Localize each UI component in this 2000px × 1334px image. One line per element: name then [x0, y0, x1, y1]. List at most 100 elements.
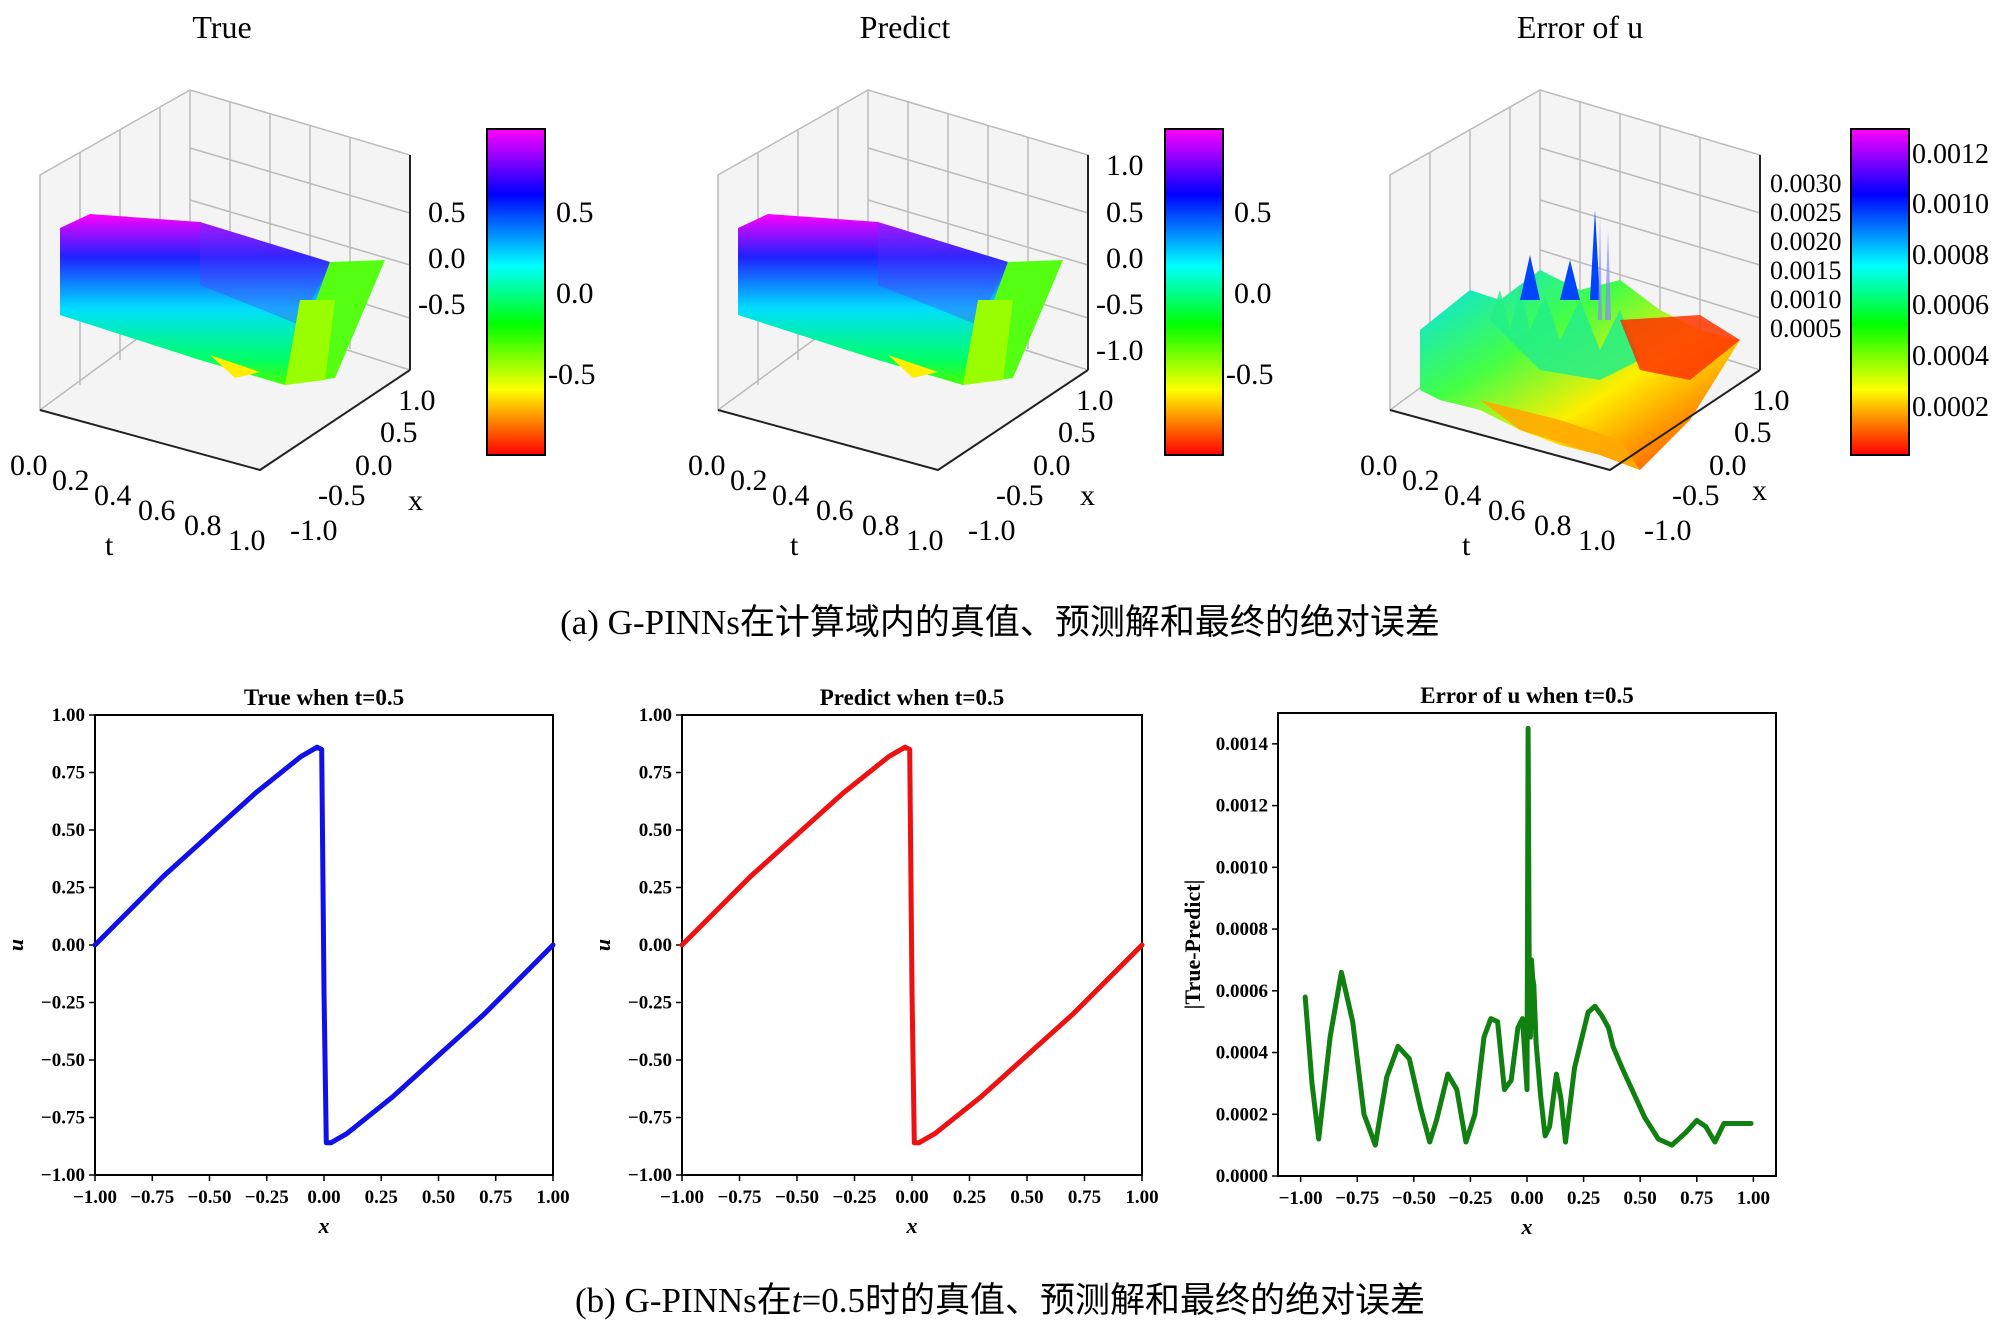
x-tick: -0.5 [1672, 479, 1720, 512]
z-tick: 0.0005 [1770, 314, 1842, 343]
z-tick: -0.5 [418, 288, 466, 321]
surface-mesh [738, 214, 1063, 385]
surface-mesh [60, 214, 385, 385]
t-tick: 0.4 [772, 479, 810, 512]
x-axis: 1.0 0.5 0.0 -0.5 -1.0 x [1644, 384, 1790, 547]
x-tick-label: 0.75 [1068, 1187, 1101, 1208]
x-tick-label: 0.50 [1010, 1187, 1043, 1208]
x-tick-label: −0.75 [130, 1187, 174, 1208]
y-tick-label: 0.0006 [1216, 981, 1268, 1002]
y-tick-label: −0.75 [41, 1108, 85, 1129]
y-tick-label: 0.0014 [1216, 734, 1269, 755]
x-tick-label: 0.25 [953, 1187, 986, 1208]
y-tick-label: 0.0008 [1216, 919, 1268, 940]
x-axis-label: x [1752, 474, 1767, 507]
t-tick: 0.8 [184, 509, 222, 542]
x-axis-label: x [1080, 479, 1095, 512]
x-tick: 0.5 [1058, 416, 1096, 449]
y-axis-label: |True-Predict| [1180, 880, 1205, 1010]
z-tick: 0.0015 [1770, 256, 1842, 285]
surface-title: True [192, 9, 251, 45]
t-tick: 0.8 [1534, 509, 1572, 542]
x-tick: 0.0 [1033, 449, 1071, 482]
x-tick-label: 0.00 [895, 1187, 928, 1208]
z-axis: 1.0 0.5 0.0 -0.5 -1.0 [1096, 149, 1144, 367]
colorbar-tick: 0.0 [556, 277, 594, 310]
t-tick: 0.2 [52, 464, 90, 497]
x-tick-label: −0.25 [832, 1187, 876, 1208]
3d-axes-lines [39, 155, 411, 472]
x-tick-label: −1.00 [73, 1187, 117, 1208]
colorbar-tick: -0.5 [548, 358, 596, 391]
x-tick-label: 0.25 [1567, 1188, 1600, 1209]
3d-axes-lines [717, 155, 1089, 472]
colorbar-tick: 0.0002 [1912, 392, 1989, 423]
y-tick-label: −0.75 [628, 1108, 672, 1129]
x-tick-label: 1.00 [1125, 1187, 1158, 1208]
x-tick: 0.5 [1734, 416, 1772, 449]
surface-plot-true: True 0.0 0.2 0.4 0.6 0.8 1.0 t [10, 9, 596, 562]
x-tick-label: −0.75 [717, 1187, 761, 1208]
colorbar-tick: 0.0 [1234, 277, 1272, 310]
colorbar-tick: 0.0008 [1912, 240, 1989, 271]
y-tick-label: −0.25 [41, 993, 85, 1014]
x-tick: -0.5 [996, 479, 1044, 512]
t-tick: 0.8 [862, 509, 900, 542]
caption-a: (a) G-PINNs在计算域内的真值、预测解和最终的绝对误差 [560, 603, 1440, 642]
x-tick-label: 1.00 [536, 1187, 569, 1208]
x-axis: 1.0 0.5 0.0 -0.5 -1.0 x [968, 384, 1114, 547]
x-tick-label: 0.50 [422, 1187, 455, 1208]
z-tick: -1.0 [1096, 334, 1144, 367]
z-tick: 0.0025 [1770, 198, 1842, 227]
t-axis-label: t [1462, 529, 1471, 562]
x-tick: 1.0 [398, 384, 436, 417]
t-tick: 0.4 [94, 479, 132, 512]
chart-title: True when t=0.5 [244, 685, 404, 710]
surface-title: Error of u [1517, 9, 1643, 45]
t-axis-label: t [105, 529, 114, 562]
y-tick-label: −0.50 [41, 1050, 85, 1071]
x-tick-label: −0.50 [1392, 1188, 1436, 1209]
colorbar: 0.5 0.0 -0.5 [486, 128, 596, 456]
colorbar-tick: 0.0006 [1912, 290, 1989, 321]
t-tick: 0.6 [1488, 494, 1526, 527]
t-tick: 1.0 [1578, 524, 1616, 557]
t-axis-label: t [790, 529, 799, 562]
t-axis: 0.0 0.2 0.4 0.6 0.8 1.0 t [1360, 449, 1616, 562]
x-axis-label: x [318, 1213, 330, 1238]
x-tick-label: −1.00 [1279, 1188, 1323, 1209]
line-chart-error: Error of u when t=0.5 −1.00 −0.75 −0.50 −0.2… [1180, 683, 1777, 1239]
x-axis: 1.0 0.5 0.0 -0.5 -1.0 x [290, 384, 436, 547]
t-tick: 0.6 [138, 494, 176, 527]
x-tick-label: 1.00 [1737, 1188, 1770, 1209]
series-line [1302, 725, 1754, 1148]
z-tick: 0.5 [428, 196, 466, 229]
colorbar-tick: 0.5 [556, 196, 594, 229]
y-tick-label: −0.25 [628, 993, 672, 1014]
x-tick: -1.0 [1644, 514, 1692, 547]
chart-title: Error of u when t=0.5 [1420, 683, 1634, 708]
surface-plot-error: Error of u 0.0 0.2 0.4 0.6 0.8 1.0 [1360, 9, 1989, 562]
surface-plot-predict: Predict 0.0 0.2 0.4 0.6 0.8 1.0 t [688, 9, 1274, 562]
colorbar-tick: 0.0012 [1912, 139, 1989, 170]
x-axis-label: x [906, 1213, 918, 1238]
z-tick: 0.0020 [1770, 227, 1842, 256]
y-tick-label: 0.25 [52, 878, 85, 899]
x-tick-label: 0.00 [1510, 1188, 1543, 1209]
y-tick-label: 0.00 [639, 935, 672, 956]
z-tick: 0.0010 [1770, 285, 1842, 314]
colorbar-tick: 0.0004 [1912, 341, 1989, 372]
z-tick: -0.5 [1096, 288, 1144, 321]
x-tick-label: 0.00 [307, 1187, 340, 1208]
y-tick-label: 0.0000 [1216, 1166, 1268, 1187]
x-tick-label: 0.50 [1624, 1188, 1657, 1209]
x-tick-label: −0.25 [1448, 1188, 1492, 1209]
t-tick: 0.0 [1360, 449, 1398, 482]
y-tick-label: 0.25 [639, 878, 672, 899]
y-tick-label: 0.0004 [1216, 1043, 1269, 1064]
colorbar: 0.0012 0.0010 0.0008 0.0006 0.0004 0.000… [1850, 128, 1989, 456]
y-tick-label: 0.00 [52, 935, 85, 956]
t-tick: 0.0 [10, 449, 48, 482]
y-tick-label: 1.00 [639, 705, 672, 726]
